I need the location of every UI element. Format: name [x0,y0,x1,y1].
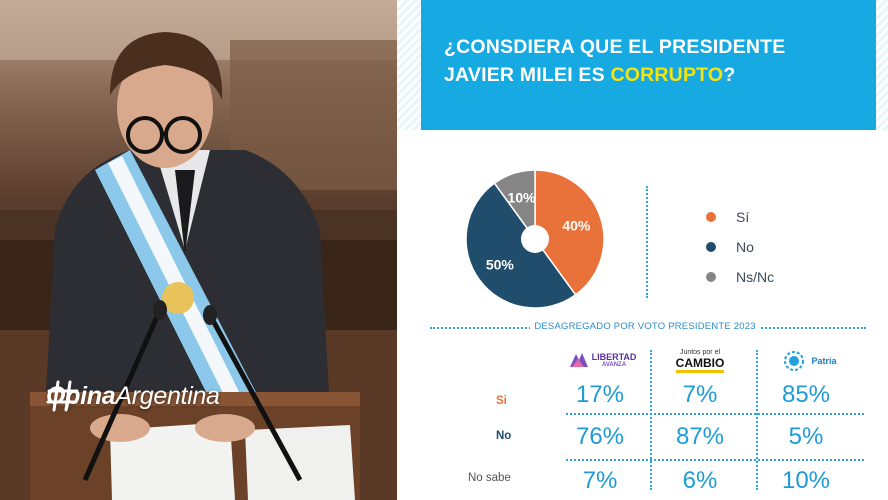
speaker-photo: OpinaArgentina [0,0,397,500]
hash-logo-icon [46,380,79,412]
party-line-libertad-1: LIBERTAD [591,352,637,362]
question-header [421,0,876,130]
header-texture-left [397,0,421,130]
legend-dot-no [706,242,716,252]
pie-label-nsnc: 10% [508,190,537,206]
pie-center-hole [521,225,549,253]
pie-slice-si [534,169,605,296]
logo-light: Argentina [115,382,220,410]
legend-label-nsnc: Ns/Nc [736,269,775,285]
question-highlight: CORRUPTO [610,64,724,86]
legend-dot-si [706,212,716,222]
speaker-illustration [0,0,397,500]
table-col-rule-2 [756,350,758,490]
opina-argentina-logo: OpinaArgentina [46,379,220,413]
party-line-libertad-2: AVANZA [601,362,627,368]
question-mark: ? [723,64,736,86]
table-col-rule-1 [650,350,652,490]
party-line-juntos-2: CAMBIO [675,357,725,373]
cell-si-libertad: 17% [575,381,625,408]
question-line-2: JAVIER MILEI ES CORRUPTO? [444,61,864,89]
legend-item-nsnc: Ns/Nc [706,262,774,292]
pie-chart-svg: 40% 50% 10% [465,169,605,309]
table-rule-1 [566,413,864,415]
cell-no-libertad: 76% [575,423,625,450]
cell-si-juntos: 7% [682,381,718,408]
party-name-libertad: LIBERTAD AVANZA [592,353,637,369]
row-label-si: Si [496,395,507,407]
cell-no-patria: 5% [788,423,824,450]
row-label-no-sabe: No sabe [468,472,511,484]
legend-label-si: Sí [736,209,750,225]
question-text: JAVIER MILEI ES [444,64,611,86]
question-line-1: ¿CONSDIERA QUE EL PRESIDENTE [444,36,786,58]
cell-si-patria: 85% [781,381,831,408]
logo-text: OpinaArgentina [46,379,220,413]
chart-divider [646,186,648,298]
lion-icon [569,353,588,367]
party-name-juntos: Juntos por el CAMBIO [675,349,725,373]
sun-icon [784,351,805,371]
pie-label-si: 40% [562,218,591,234]
table-rule-2 [566,459,864,461]
party-name-patria: Patria [811,356,837,366]
question-title: ¿CONSDIERA QUE EL PRESIDENTE JAVIER MILE… [444,33,864,89]
legend-item-no: No [706,232,774,262]
cell-no-juntos: 87% [675,423,725,450]
party-logo-libertad-avanza: LIBERTAD AVANZA [562,347,642,375]
cell-nosabe-libertad: 7% [582,467,618,494]
header-texture-right [876,0,888,130]
pie-chart: 40% 50% 10% [460,168,610,310]
party-logo-union-por-la-patria: Patria [775,347,845,375]
row-label-no: No [496,430,512,442]
pie-label-no: 50% [486,257,515,273]
party-line-juntos-1: Juntos por el [679,349,721,356]
pie-slice-no [465,182,577,309]
legend-item-si: Sí [706,202,774,232]
pie-slice-nsnc [493,169,536,242]
cell-nosabe-patria: 10% [781,467,831,494]
breakdown-title: DESAGREGADO POR VOTO PRESIDENTE 2023 [530,318,760,336]
legend-dot-nsnc [706,272,716,282]
pie-legend: Sí No Ns/Nc [706,202,774,292]
party-logo-juntos-por-el-cambio: Juntos por el CAMBIO [670,347,730,375]
cell-nosabe-juntos: 6% [682,467,718,494]
legend-label-no: No [736,239,754,255]
